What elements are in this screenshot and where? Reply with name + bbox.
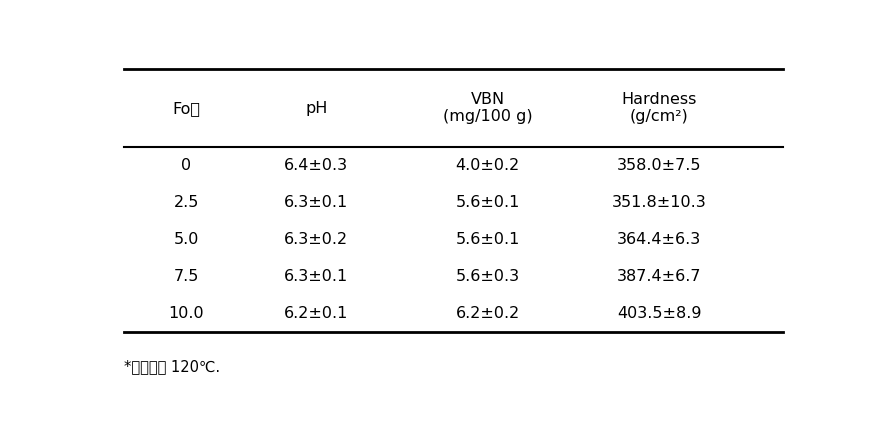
Text: 364.4±6.3: 364.4±6.3: [617, 232, 702, 247]
Text: 387.4±6.7: 387.4±6.7: [617, 269, 702, 284]
Text: 6.3±0.1: 6.3±0.1: [284, 269, 349, 284]
Text: 5.6±0.1: 5.6±0.1: [456, 195, 520, 210]
Text: 6.2±0.2: 6.2±0.2: [456, 307, 520, 321]
Text: 10.0: 10.0: [168, 307, 204, 321]
Text: Fo값: Fo값: [172, 101, 200, 116]
Text: 5.6±0.1: 5.6±0.1: [456, 232, 520, 247]
Text: 6.4±0.3: 6.4±0.3: [284, 158, 349, 173]
Text: 6.2±0.1: 6.2±0.1: [284, 307, 349, 321]
Text: 6.3±0.1: 6.3±0.1: [284, 195, 349, 210]
Text: 351.8±10.3: 351.8±10.3: [612, 195, 707, 210]
Text: 0: 0: [181, 158, 191, 173]
Text: 4.0±0.2: 4.0±0.2: [456, 158, 520, 173]
Text: 358.0±7.5: 358.0±7.5: [617, 158, 702, 173]
Text: pH: pH: [305, 101, 327, 116]
Text: 403.5±8.9: 403.5±8.9: [617, 307, 702, 321]
Text: 5.0: 5.0: [173, 232, 199, 247]
Text: *살균온도 120℃.: *살균온도 120℃.: [124, 359, 220, 374]
Text: 2.5: 2.5: [173, 195, 199, 210]
Text: 7.5: 7.5: [173, 269, 199, 284]
Text: 6.3±0.2: 6.3±0.2: [284, 232, 349, 247]
Text: 5.6±0.3: 5.6±0.3: [456, 269, 519, 284]
Text: VBN
(mg/100 g): VBN (mg/100 g): [443, 92, 533, 124]
Text: Hardness
(g/cm²): Hardness (g/cm²): [621, 92, 697, 124]
